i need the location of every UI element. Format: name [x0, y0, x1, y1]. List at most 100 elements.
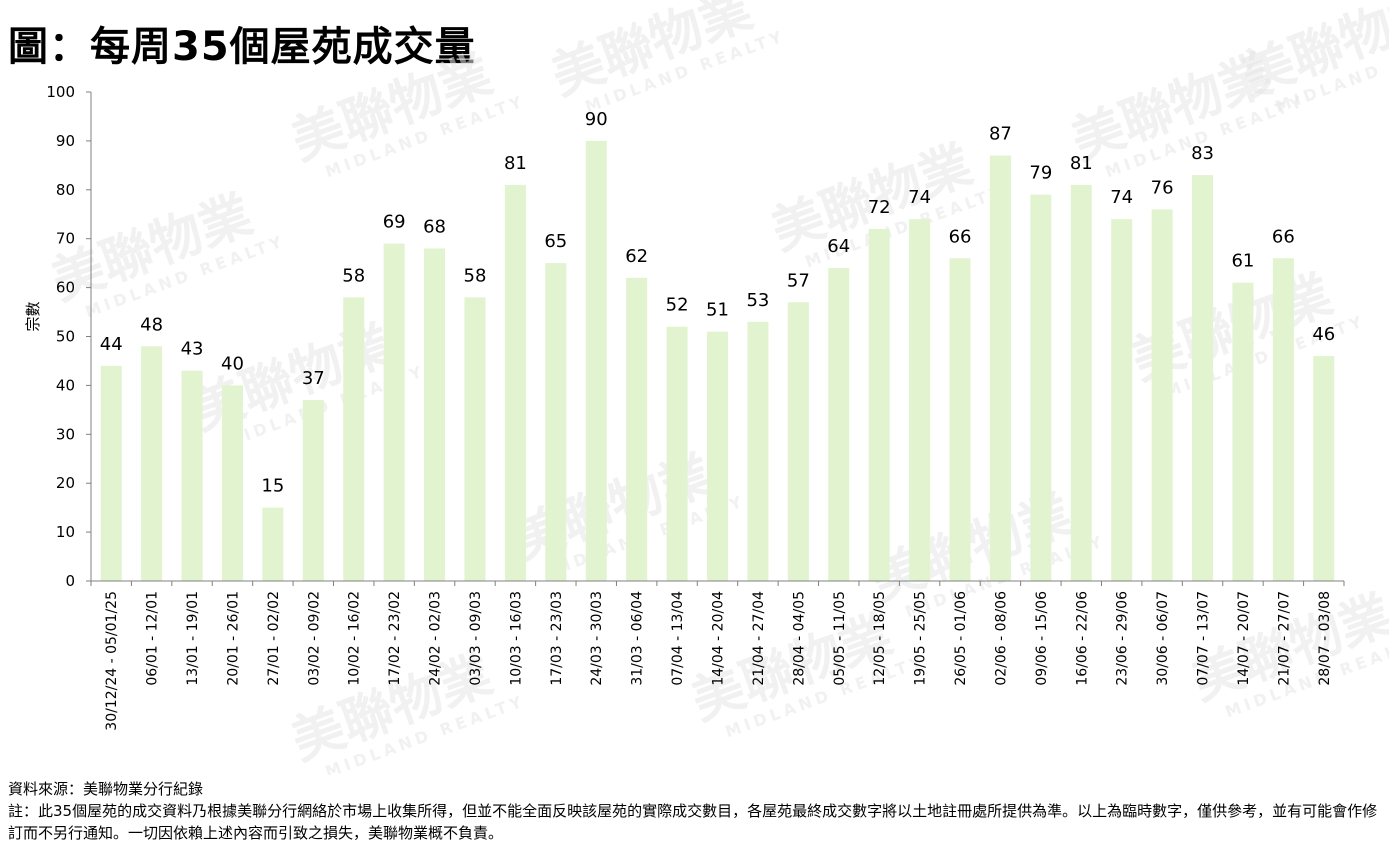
source-note: 資料來源：美聯物業分行紀錄: [8, 780, 204, 798]
data-label-1: 48: [140, 314, 163, 335]
data-label-21: 66: [949, 226, 972, 247]
x-tick-label-30: 28/07 - 03/08: [1317, 591, 1333, 686]
x-tick-label-6: 10/02 - 16/02: [347, 591, 363, 686]
x-tick-label-15: 14/04 - 20/04: [711, 591, 727, 686]
y-tick-label-5: 50: [56, 328, 75, 346]
data-label-30: 46: [1312, 324, 1335, 345]
bar-21: [949, 258, 971, 581]
data-label-27: 83: [1191, 143, 1214, 164]
data-label-4: 15: [261, 476, 284, 497]
labels-layer: 44 30/12/24 - 05/01/25 48 06/01 - 12/01 43 13…: [100, 109, 1335, 731]
y-tick-label-8: 80: [56, 181, 75, 199]
data-label-3: 40: [221, 353, 244, 374]
x-tick-label-8: 24/02 - 02/03: [428, 591, 444, 686]
data-label-26: 76: [1151, 177, 1174, 198]
bar-10: [504, 184, 526, 581]
bar-13: [626, 277, 648, 581]
y-tick-label-7: 70: [56, 230, 75, 248]
x-tick-label-2: 13/01 - 19/01: [185, 591, 201, 686]
data-label-11: 65: [544, 231, 567, 252]
x-tick-label-12: 24/03 - 30/03: [589, 591, 605, 686]
x-tick-label-16: 21/04 - 27/04: [751, 591, 767, 686]
data-label-24: 81: [1070, 153, 1093, 174]
bar-6: [343, 297, 365, 581]
x-tick-label-26: 30/06 - 06/07: [1155, 591, 1171, 686]
bar-17: [787, 302, 809, 581]
bar-14: [666, 326, 688, 581]
x-tick-label-28: 14/07 - 20/07: [1236, 591, 1252, 686]
x-tick-label-4: 27/01 - 02/02: [266, 591, 282, 686]
bar-3: [221, 385, 243, 581]
bar-26: [1151, 209, 1173, 582]
x-tick-label-5: 03/02 - 09/02: [306, 591, 322, 686]
bar-5: [302, 400, 324, 581]
x-tick-label-24: 16/06 - 22/06: [1074, 591, 1090, 686]
x-tick-label-10: 10/03 - 16/03: [508, 591, 524, 686]
bar-19: [868, 228, 890, 582]
bar-27: [1192, 175, 1214, 581]
data-label-10: 81: [504, 153, 527, 174]
bars-layer: [100, 140, 1335, 582]
data-label-29: 66: [1272, 226, 1295, 247]
data-label-12: 90: [585, 109, 608, 130]
data-label-17: 57: [787, 270, 810, 291]
data-label-18: 64: [827, 236, 850, 257]
x-tick-label-18: 05/05 - 11/05: [832, 591, 848, 686]
x-tick-label-1: 06/01 - 12/01: [145, 591, 161, 686]
data-label-7: 69: [383, 212, 406, 233]
x-tick-label-0: 30/12/24 - 05/01/25: [104, 591, 120, 731]
bar-29: [1272, 258, 1294, 581]
x-tick-label-7: 17/02 - 23/02: [387, 591, 403, 686]
data-label-8: 68: [423, 216, 446, 237]
x-tick-label-19: 12/05 - 18/05: [872, 591, 888, 686]
bar-18: [828, 268, 850, 581]
bar-12: [585, 140, 607, 581]
data-label-13: 62: [625, 246, 648, 267]
chart-title: 圖：每周35個屋苑成交量: [8, 24, 476, 70]
data-label-25: 74: [1110, 187, 1133, 208]
bar-4: [262, 507, 284, 581]
bar-0: [100, 365, 122, 581]
data-label-15: 51: [706, 300, 729, 321]
y-tick-label-2: 20: [56, 474, 75, 492]
x-tick-label-17: 28/04 - 04/05: [791, 591, 807, 686]
axes-layer: 0 10 20 30 40 50 60 70 80 90 100 宗數: [24, 83, 1345, 590]
x-tick-label-27: 07/07 - 13/07: [1196, 591, 1212, 686]
x-tick-label-11: 17/03 - 23/03: [549, 591, 565, 686]
data-label-22: 87: [989, 124, 1012, 145]
bar-30: [1313, 356, 1335, 581]
data-label-5: 37: [302, 368, 325, 389]
bar-9: [464, 297, 486, 581]
y-tick-label-6: 60: [56, 279, 75, 297]
bar-20: [909, 219, 931, 581]
x-tick-label-9: 03/03 - 09/03: [468, 591, 484, 686]
data-label-19: 72: [868, 197, 891, 218]
data-label-16: 53: [746, 290, 769, 311]
bar-15: [706, 331, 729, 581]
bar-2: [181, 370, 203, 581]
x-tick-label-20: 19/05 - 25/05: [913, 591, 929, 686]
y-tick-label-1: 10: [56, 523, 75, 541]
x-tick-label-23: 09/06 - 15/06: [1034, 591, 1050, 686]
x-tick-label-13: 31/03 - 06/04: [630, 591, 646, 686]
data-label-20: 74: [908, 187, 931, 208]
bar-11: [545, 263, 567, 581]
x-tick-label-22: 02/06 - 08/06: [993, 591, 1009, 686]
data-label-9: 58: [464, 265, 487, 286]
y-axis-label: 宗數: [24, 301, 42, 331]
y-tick-label-4: 40: [56, 376, 75, 394]
bar-7: [383, 243, 405, 581]
y-tick-label-0: 0: [65, 572, 75, 590]
bar-1: [141, 346, 163, 581]
bar-8: [424, 248, 446, 582]
bar-25: [1111, 219, 1133, 581]
bar-23: [1030, 194, 1052, 581]
y-tick-label-10: 100: [46, 83, 75, 101]
data-label-28: 61: [1231, 251, 1254, 272]
x-tick-label-3: 20/01 - 26/01: [225, 591, 241, 686]
disclaimer-note: 註：此35個屋苑的成交資料乃根據美聯分行網絡於市場上收集所得，但並不能全面反映該…: [8, 802, 1378, 842]
x-tick-label-21: 26/05 - 01/06: [953, 591, 969, 686]
bar-24: [1070, 184, 1092, 581]
y-tick-label-3: 30: [56, 425, 75, 443]
